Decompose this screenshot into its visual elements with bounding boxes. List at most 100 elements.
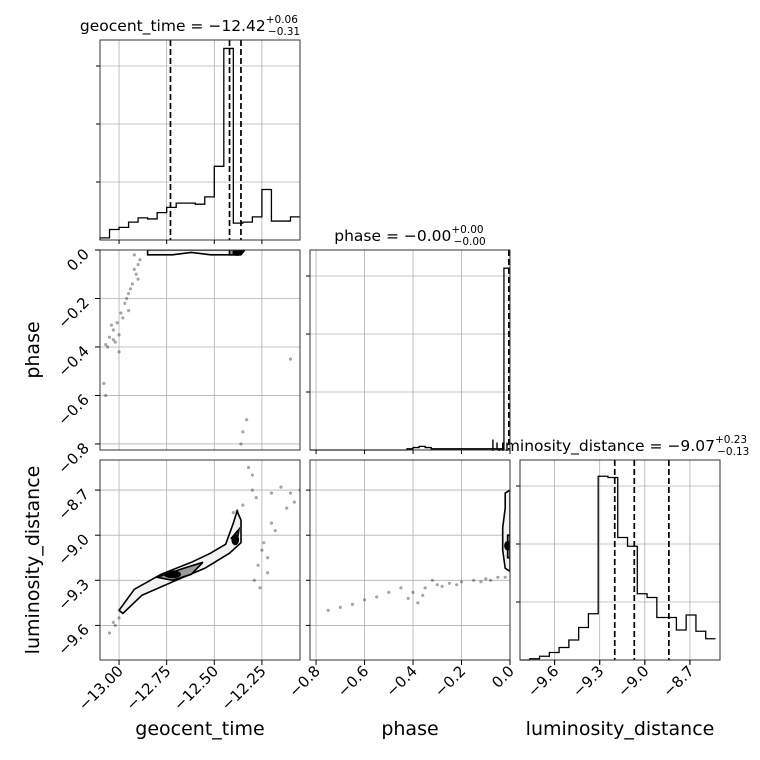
scatter-point-geocent_time-vs-phase-24: [245, 418, 249, 422]
ytick-label-phase-0: −0.8: [54, 439, 92, 477]
xtick-label-luminosity_distance-2: −9.0: [614, 662, 652, 700]
xlabel-phase: phase: [381, 718, 438, 740]
ytick-label-phase-3: −0.2: [54, 294, 92, 332]
xtick-label-geocent_time-1: −12.75: [123, 662, 175, 714]
scatter-point-geocent_time-vs-phase-10: [113, 340, 117, 344]
scatter-point-geocent_time-vs-phase-4: [126, 292, 131, 296]
scatter-point-geocent_time-vs-phase-9: [107, 335, 112, 339]
scatter-point-geocent_time-vs-luminosity_distance-21: [246, 465, 251, 470]
xtick-label-phase-3: −0.2: [431, 662, 469, 700]
scatter-point-geocent_time-vs-luminosity_distance-7: [254, 495, 258, 500]
panel-frame-phase-vs-luminosity_distance: [309, 459, 511, 661]
histogram-phase: [310, 267, 510, 451]
scatter-point-phase-vs-luminosity_distance-1: [362, 598, 367, 602]
scatter-point-geocent_time-vs-phase-12: [117, 333, 121, 337]
scatter-point-geocent_time-vs-luminosity_distance-15: [256, 563, 260, 567]
scatter-point-geocent_time-vs-phase-19: [138, 258, 142, 262]
plot-layer: −13.00−12.75−12.50−12.25 −0.8 −0.6 −0.4 −0.2…: [54, 39, 721, 714]
scatter-point-geocent_time-vs-luminosity_distance-28: [107, 631, 112, 635]
ylabel-luminosity_distance: luminosity_distance: [22, 466, 44, 655]
scatter-point-geocent_time-vs-luminosity_distance-17: [258, 586, 262, 590]
panel-geocent_time-vs-luminosity_distance: [99, 459, 301, 661]
xtick-label-luminosity_distance-0: −9.6: [524, 662, 562, 700]
scatter-point-geocent_time-vs-luminosity_distance-14: [262, 541, 266, 545]
scatter-point-phase-vs-luminosity_distance-22: [489, 578, 493, 582]
ytick-label-luminosity_distance-1: −9.3: [54, 575, 92, 613]
scatter-point-phase-vs-luminosity_distance-17: [350, 602, 355, 606]
contour-phase-vs-luminosity_distance-0: [501, 489, 510, 573]
scatter-point-geocent_time-vs-luminosity_distance-12: [285, 506, 289, 510]
scatter-point-phase-vs-luminosity_distance-21: [479, 580, 483, 584]
title-luminosity_distance: luminosity_distance = −9.07+0.23 −0.13: [491, 434, 750, 458]
ytick-label-luminosity_distance-3: −8.7: [54, 485, 92, 523]
scatter-point-geocent_time-vs-luminosity_distance-16: [252, 578, 256, 582]
xtick-label-geocent_time-2: −12.50: [170, 662, 222, 714]
scatter-point-geocent_time-vs-phase-6: [119, 311, 123, 315]
scatter-point-geocent_time-vs-luminosity_distance-27: [266, 556, 270, 560]
density-peak-geocent_time-vs-luminosity_distance-0: [163, 570, 181, 579]
xtick-label-phase-4: 0.0: [488, 662, 518, 692]
density-peak-geocent_time-vs-phase-0: [232, 250, 242, 256]
scatter-point-geocent_time-vs-luminosity_distance-0: [117, 616, 121, 620]
panel-body-geocent_time-vs-phase: [102, 250, 293, 446]
scatter-point-phase-vs-luminosity_distance-19: [440, 584, 444, 588]
contour-geocent_time-vs-luminosity_distance-0: [117, 508, 242, 615]
scatter-point-geocent_time-vs-luminosity_distance-19: [260, 548, 264, 552]
xtick-label-phase-1: −0.6: [334, 662, 372, 700]
panel-frame-geocent_time-vs-phase: [99, 249, 301, 451]
xlabel-luminosity_distance: luminosity_distance: [526, 718, 715, 740]
xtick-label-geocent_time-3: −12.25: [218, 662, 270, 714]
panel-frame-geocent_time-vs-luminosity_distance: [99, 459, 301, 661]
scatter-point-geocent_time-vs-phase-2: [134, 272, 138, 276]
ytick-label-luminosity_distance-0: −9.6: [54, 621, 92, 659]
scatter-point-phase-vs-luminosity_distance-4: [411, 590, 415, 594]
scatter-point-geocent_time-vs-phase-1: [136, 262, 140, 267]
scatter-point-geocent_time-vs-luminosity_distance-26: [273, 529, 277, 533]
scatter-point-geocent_time-vs-phase-26: [117, 350, 121, 354]
scatter-point-geocent_time-vs-phase-21: [104, 393, 108, 398]
scatter-point-phase-vs-luminosity_distance-9: [472, 578, 476, 582]
scatter-point-geocent_time-vs-phase-22: [241, 430, 245, 434]
scatter-point-geocent_time-vs-phase-7: [115, 321, 119, 325]
xtick-label-geocent_time-0: −13.00: [75, 662, 127, 714]
scatter-point-geocent_time-vs-phase-13: [125, 296, 129, 301]
scatter-point-phase-vs-luminosity_distance-13: [416, 601, 420, 605]
scatter-point-phase-vs-luminosity_distance-5: [423, 586, 427, 590]
scatter-point-geocent_time-vs-luminosity_distance-20: [250, 473, 254, 477]
scatter-point-geocent_time-vs-luminosity_distance-6: [250, 488, 254, 492]
panel-luminosity_distance: [516, 459, 721, 664]
ytick-label-phase-2: −0.4: [54, 342, 92, 380]
scatter-point-geocent_time-vs-luminosity_distance-29: [111, 620, 115, 625]
density-peak-phase-vs-luminosity_distance-0: [504, 540, 510, 551]
scatter-point-geocent_time-vs-phase-23: [239, 442, 243, 446]
xtick-label-phase-0: −0.8: [285, 662, 323, 700]
ylabel-phase: phase: [22, 321, 44, 378]
scatter-point-phase-vs-luminosity_distance-0: [338, 605, 342, 609]
panel-geocent_time-vs-phase: [99, 249, 301, 451]
xtick-label-luminosity_distance-1: −9.3: [569, 662, 607, 700]
scatter-point-phase-vs-luminosity_distance-7: [447, 581, 451, 585]
panel-phase-vs-luminosity_distance: [309, 459, 511, 661]
scatter-point-geocent_time-vs-phase-27: [126, 309, 131, 313]
scatter-point-phase-vs-luminosity_distance-18: [326, 608, 330, 612]
scatter-point-geocent_time-vs-phase-16: [109, 323, 114, 327]
scatter-point-geocent_time-vs-luminosity_distance-10: [288, 491, 293, 495]
scatter-point-phase-vs-luminosity_distance-23: [503, 575, 507, 579]
scatter-point-phase-vs-luminosity_distance-12: [406, 596, 410, 600]
scatter-point-geocent_time-vs-phase-17: [104, 342, 108, 347]
panel-geocent_time: [96, 39, 301, 244]
title-phase: phase = −0.00+0.00 −0.00: [334, 224, 486, 248]
scatter-point-geocent_time-vs-luminosity_distance-1: [113, 623, 117, 628]
panel-frame-geocent_time: [99, 39, 301, 241]
scatter-point-phase-vs-luminosity_distance-14: [421, 593, 425, 597]
scatter-point-phase-vs-luminosity_distance-10: [484, 577, 488, 581]
scatter-point-geocent_time-vs-luminosity_distance-13: [269, 521, 274, 525]
scatter-point-geocent_time-vs-luminosity_distance-24: [231, 511, 235, 515]
histogram-geocent_time: [99, 47, 300, 240]
scatter-point-phase-vs-luminosity_distance-2: [387, 590, 391, 594]
density-peak-geocent_time-vs-luminosity_distance-1: [231, 534, 240, 546]
scatter-point-geocent_time-vs-phase-29: [111, 338, 115, 342]
scatter-point-geocent_time-vs-phase-15: [121, 316, 125, 320]
scatter-point-geocent_time-vs-phase-11: [106, 345, 110, 349]
